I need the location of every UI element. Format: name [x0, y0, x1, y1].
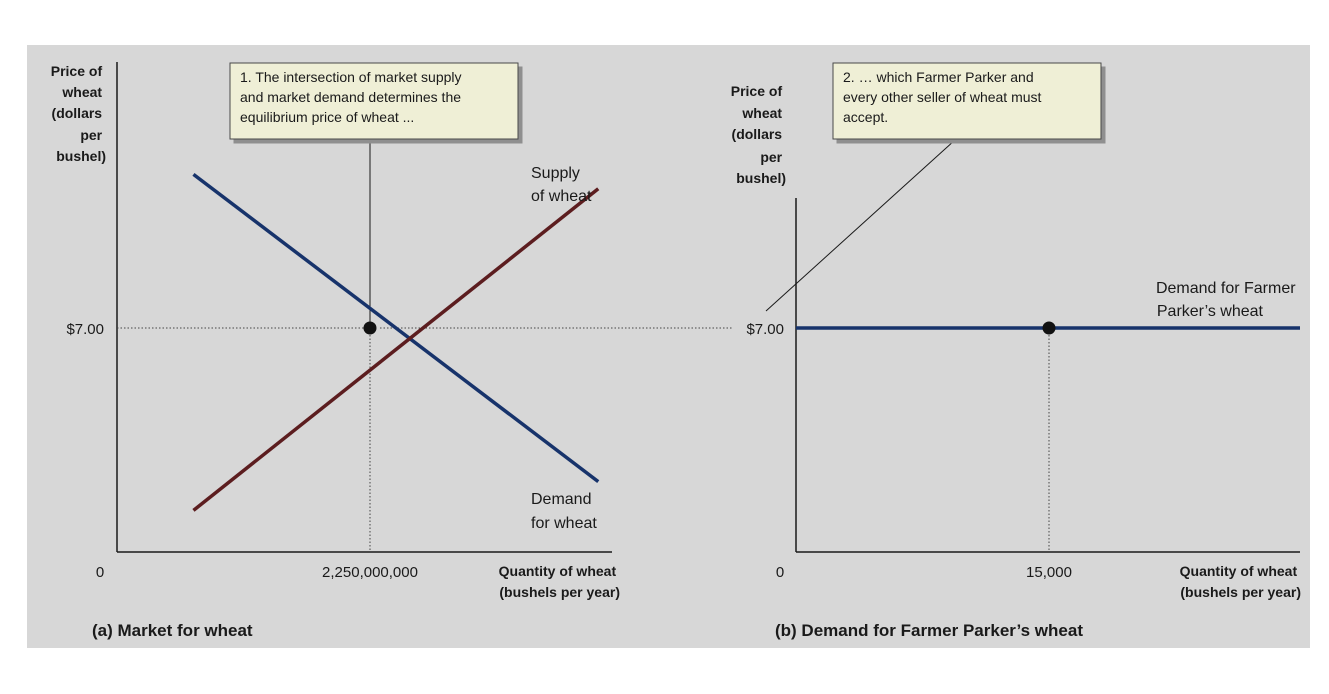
figure-background [27, 45, 1310, 648]
supply-curve-label: Supply of wheat [531, 165, 592, 205]
panel-b-callout-pointer [765, 139, 956, 312]
panel-b-ylabel: Price of wheat (dollars per bushel) [731, 83, 786, 186]
market-equilibrium-point [363, 321, 377, 335]
market-demand-curve [192, 173, 600, 483]
panel-a-callout: 1. The intersection of market supply and… [229, 62, 519, 140]
panel-b-y-tick-label: $7.00 [746, 321, 784, 338]
panel-a-xlabel: Quantity of wheat (bushels per year) [499, 563, 620, 600]
panel-b-x-tick-label: 15,000 [1026, 564, 1072, 581]
panel-b: Price of wheat (dollars per bushel) Dema… [731, 62, 1301, 640]
panel-a-title: (a) Market for wheat [92, 621, 253, 640]
farmer-quantity-point [1042, 321, 1056, 335]
panel-b-xlabel: Quantity of wheat (bushels per year) [1180, 563, 1301, 600]
panel-b-title: (b) Demand for Farmer Parker’s wheat [775, 621, 1083, 640]
demand-curve-label: Demand for wheat [531, 491, 597, 532]
market-supply-curve [192, 187, 600, 512]
panel-b-origin-label: 0 [776, 564, 784, 581]
panel-a: Price of wheat (dollars per bushel) Supp… [51, 62, 733, 640]
panel-a-y-tick-label: $7.00 [66, 321, 104, 338]
farmer-demand-label: Demand for Farmer Parker’s wheat [1156, 280, 1300, 320]
panel-a-origin-label: 0 [96, 564, 104, 581]
svg-text:1. The intersection of market: 1. The intersection of market supply and… [240, 69, 465, 125]
panel-b-callout: 2. … which Farmer Parker and every other… [832, 62, 1102, 140]
svg-text:2. … which Farmer Parker and: 2. … which Farmer Parker and every other… [843, 69, 1045, 125]
panel-a-ylabel: Price of wheat (dollars per bushel) [51, 63, 106, 164]
panel-a-x-tick-label: 2,250,000,000 [322, 564, 418, 581]
